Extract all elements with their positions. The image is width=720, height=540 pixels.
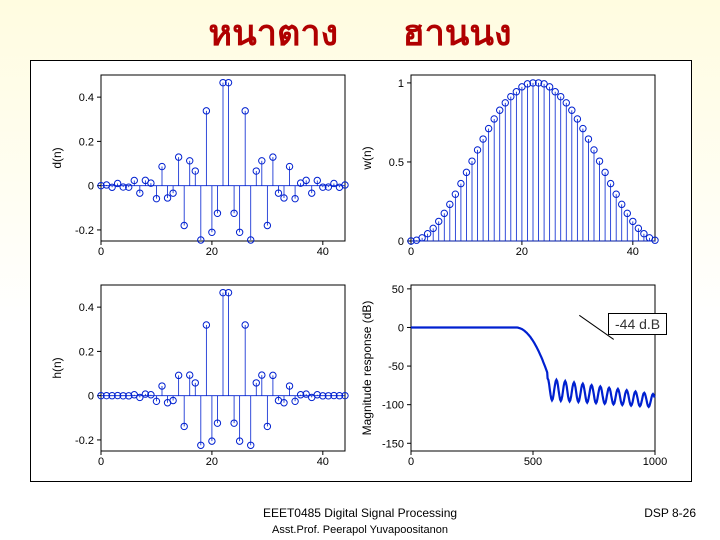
svg-text:0.4: 0.4 bbox=[79, 92, 94, 104]
svg-text:20: 20 bbox=[206, 456, 218, 468]
svg-text:Magnitude response (dB): Magnitude response (dB) bbox=[360, 301, 374, 436]
svg-text:40: 40 bbox=[317, 456, 329, 468]
svg-text:40: 40 bbox=[317, 246, 329, 258]
svg-text:0.2: 0.2 bbox=[79, 136, 94, 148]
callout-44db: -44 d.B bbox=[608, 313, 667, 335]
svg-text:d(n): d(n) bbox=[50, 147, 64, 168]
svg-text:0.4: 0.4 bbox=[79, 302, 94, 314]
svg-text:20: 20 bbox=[206, 246, 218, 258]
svg-text:0.5: 0.5 bbox=[389, 157, 404, 169]
svg-text:0: 0 bbox=[398, 322, 404, 334]
svg-text:0: 0 bbox=[98, 456, 104, 468]
svg-text:-100: -100 bbox=[382, 400, 404, 412]
svg-text:h(n): h(n) bbox=[50, 357, 64, 378]
svg-text:0: 0 bbox=[408, 456, 414, 468]
svg-text:1000: 1000 bbox=[643, 456, 667, 468]
svg-text:0: 0 bbox=[98, 246, 104, 258]
svg-text:40: 40 bbox=[627, 246, 639, 258]
svg-text:-150: -150 bbox=[382, 438, 404, 450]
svg-text:w(n): w(n) bbox=[360, 146, 374, 170]
footer-author: Asst.Prof. Peerapol Yuvapoositanon bbox=[0, 524, 720, 536]
title-row: หนาตาง ฮานนง bbox=[0, 4, 720, 56]
svg-text:-0.2: -0.2 bbox=[75, 435, 94, 447]
svg-text:500: 500 bbox=[524, 456, 542, 468]
slide-page: หนาตาง ฮานนง 02040-0.200.20.4d(n)0204000… bbox=[0, 0, 720, 540]
svg-text:0: 0 bbox=[398, 236, 404, 248]
svg-text:1: 1 bbox=[398, 78, 404, 90]
slide-number: DSP 8-26 bbox=[644, 506, 696, 520]
svg-text:20: 20 bbox=[516, 246, 528, 258]
figure-panel: 0 20 40 -0.2 0 0.2 0.4 d(n) 0 20 40 0 0.5 1 w(n) 0 20 40 -… bbox=[30, 60, 692, 482]
footer-course: EEET0485 Digital Signal Processing bbox=[0, 506, 720, 520]
figure-svg: 0 20 40 -0.2 0 0.2 0.4 d(n) 0 20 40 0 0.5 1 w(n) 0 20 40 -… bbox=[31, 61, 691, 481]
svg-text:-50: -50 bbox=[388, 361, 404, 373]
title-left: หนาตาง bbox=[208, 4, 338, 61]
title-right: ฮานนง bbox=[403, 4, 512, 61]
svg-text:0.2: 0.2 bbox=[79, 346, 94, 358]
svg-text:-0.2: -0.2 bbox=[75, 225, 94, 237]
callout-text: -44 d.B bbox=[615, 316, 660, 332]
svg-text:50: 50 bbox=[392, 284, 404, 296]
svg-text:0: 0 bbox=[88, 391, 94, 403]
svg-text:0: 0 bbox=[88, 181, 94, 193]
svg-text:0: 0 bbox=[408, 246, 414, 258]
